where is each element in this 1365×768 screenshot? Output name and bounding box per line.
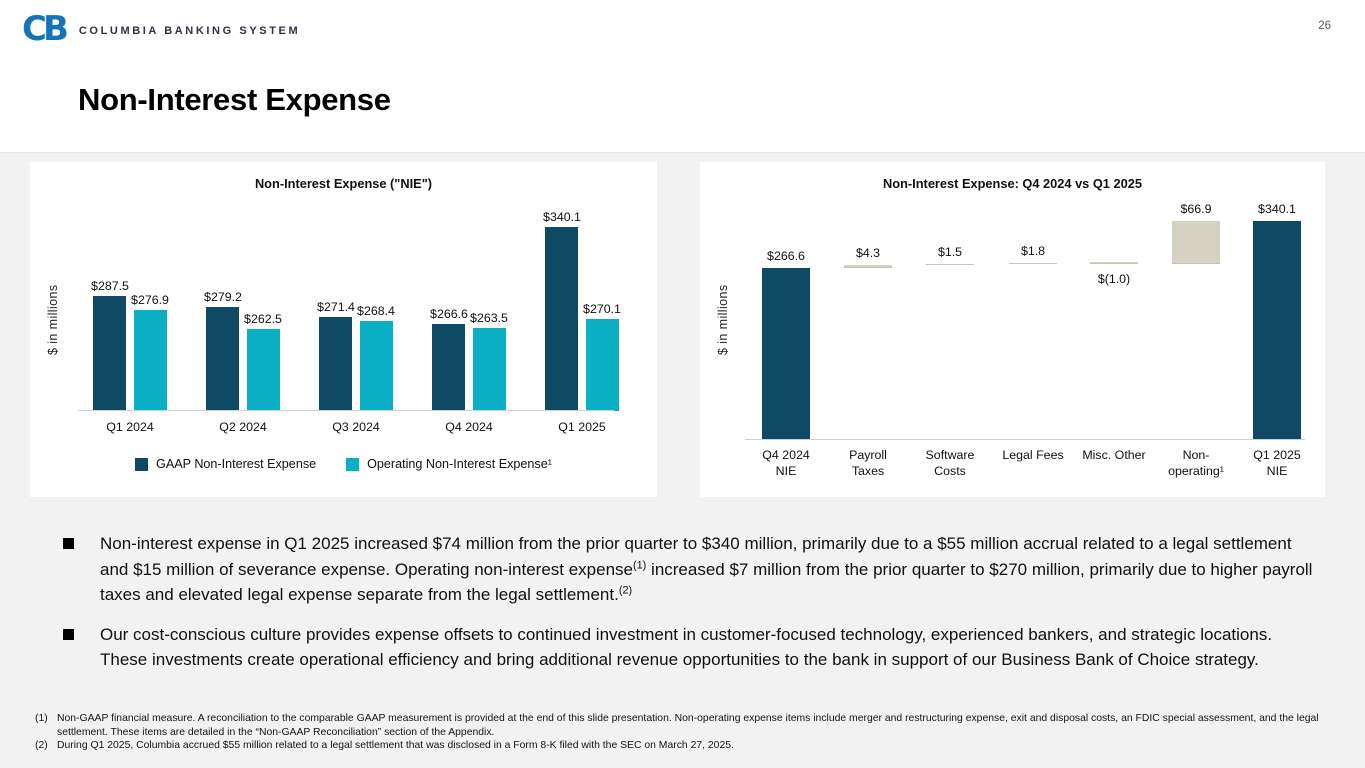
nie-trend-legend: GAAP Non-Interest Expense Operating Non-… bbox=[30, 457, 657, 471]
slide-title: Non-Interest Expense bbox=[78, 82, 391, 117]
gaap-bar bbox=[206, 307, 239, 411]
operating-bar-value-label: $268.4 bbox=[357, 304, 395, 319]
footnotes-section: (1) Non-GAAP financial measure. A reconc… bbox=[35, 712, 1331, 753]
footnote-item: (2) During Q1 2025, Columbia accrued $55… bbox=[35, 739, 1331, 753]
bullet-text: Non-interest expense in Q1 2025 increase… bbox=[100, 534, 1313, 604]
legend-label-operating: Operating Non-Interest Expense¹ bbox=[367, 457, 552, 471]
waterfall-value-label: $266.6 bbox=[767, 249, 805, 263]
gaap-bar-value-label: $266.6 bbox=[430, 306, 468, 321]
operating-bar-value-label: $262.5 bbox=[244, 312, 282, 327]
commentary-section: Non-interest expense in Q1 2025 increase… bbox=[63, 531, 1321, 687]
legend-label-gaap: GAAP Non-Interest Expense bbox=[156, 457, 317, 471]
bullet-square-icon bbox=[63, 538, 74, 549]
operating-bar bbox=[247, 329, 280, 411]
nie-trend-plot: $287.5 $276.9 $279.2 $262.5 $271.4 $268.4 $266… bbox=[30, 162, 657, 411]
nie-trend-chart-card: Non-Interest Expense ("NIE") $ in millio… bbox=[30, 162, 657, 497]
gaap-bar-value-label: $271.4 bbox=[317, 300, 355, 315]
footnote-ref: (2) bbox=[618, 584, 633, 597]
gaap-bar-value-label: $287.5 bbox=[91, 279, 129, 294]
waterfall-delta-bar bbox=[1090, 262, 1138, 264]
waterfall-x-axis-line bbox=[745, 439, 1305, 440]
operating-bar bbox=[360, 321, 393, 411]
category-label: Q1 2024 bbox=[106, 420, 154, 434]
nie-trend-chart-title: Non-Interest Expense ("NIE") bbox=[254, 176, 433, 191]
company-logo: CB COLUMBIA BANKING SYSTEM bbox=[22, 12, 300, 46]
operating-bar bbox=[134, 310, 167, 411]
gaap-bar bbox=[319, 317, 352, 411]
gaap-bar bbox=[432, 323, 465, 411]
waterfall-value-label: $340.1 bbox=[1258, 201, 1296, 216]
category-label: Q4 2024 NIE bbox=[762, 448, 810, 478]
footnote-number: (1) bbox=[35, 713, 48, 724]
gaap-bar-value-label: $340.1 bbox=[543, 210, 581, 225]
bullet-item: Non-interest expense in Q1 2025 increase… bbox=[63, 531, 1321, 608]
waterfall-delta-bar bbox=[1172, 220, 1220, 264]
waterfall-chart-title: Non-Interest Expense: Q4 2024 vs Q1 2025 bbox=[883, 176, 1142, 191]
footnote-item: (1) Non-GAAP financial measure. A reconc… bbox=[35, 712, 1331, 739]
waterfall-value-label: $1.8 bbox=[1020, 243, 1046, 258]
footnote-text: During Q1 2025, Columbia accrued $55 mil… bbox=[57, 740, 734, 752]
operating-bar bbox=[473, 327, 506, 411]
category-label: Misc. Other bbox=[1082, 448, 1146, 462]
category-label: Q1 2025 NIE bbox=[1253, 448, 1301, 478]
page-number: 26 bbox=[1318, 20, 1331, 32]
bullet-item: Our cost-conscious culture provides expe… bbox=[63, 622, 1321, 673]
company-name: COLUMBIA BANKING SYSTEM bbox=[78, 25, 301, 37]
operating-bar-value-label: $270.1 bbox=[583, 302, 621, 317]
category-label: Legal Fees bbox=[1002, 448, 1064, 462]
gaap-bar-value-label: $279.2 bbox=[204, 290, 242, 305]
cb-logo-icon: CB bbox=[22, 9, 69, 49]
category-label: Software Costs bbox=[925, 448, 975, 478]
bullet-text: Our cost-conscious culture provides expe… bbox=[100, 624, 1273, 670]
waterfall-value-label: $66.9 bbox=[1180, 201, 1212, 216]
waterfall-delta-bar bbox=[1009, 262, 1057, 265]
gaap-bar bbox=[93, 296, 126, 411]
operating-bar-value-label: $263.5 bbox=[470, 310, 508, 325]
waterfall-value-label: $4.3 bbox=[855, 246, 881, 261]
footnote-ref: (1) bbox=[633, 558, 647, 571]
legend-item-operating: Operating Non-Interest Expense¹ bbox=[346, 457, 552, 471]
category-label: Q3 2024 bbox=[332, 420, 380, 434]
category-label: Q4 2024 bbox=[445, 420, 493, 434]
category-label: Q1 2025 bbox=[558, 420, 606, 434]
header-band: CB COLUMBIA BANKING SYSTEM 26 Non-Intere… bbox=[0, 0, 1365, 153]
category-label: Q2 2024 bbox=[219, 420, 267, 434]
waterfall-value-label: $(1.0) bbox=[1097, 271, 1131, 286]
gaap-bar bbox=[545, 227, 578, 411]
nie-waterfall-chart-card: Non-Interest Expense: Q4 2024 vs Q1 2025… bbox=[700, 162, 1325, 497]
gaap-swatch-icon bbox=[135, 457, 149, 471]
waterfall-total-bar bbox=[1253, 220, 1301, 440]
waterfall-value-label: $1.5 bbox=[937, 244, 963, 259]
operating-swatch-icon bbox=[346, 457, 360, 471]
category-label: Non- operating¹ bbox=[1168, 448, 1224, 478]
footnote-text: Non-GAAP financial measure. A reconcilia… bbox=[57, 713, 1319, 738]
waterfall-plot: $266.6 $4.3 $1.5 $1.8 $(1.0) $66.9 $340.1 bbox=[700, 162, 1325, 440]
legend-item-gaap: GAAP Non-Interest Expense bbox=[135, 457, 316, 471]
operating-bar bbox=[586, 319, 619, 411]
footnote-number: (2) bbox=[35, 740, 48, 752]
nie-trend-x-axis-line bbox=[78, 410, 614, 411]
waterfall-delta-bar bbox=[844, 265, 892, 268]
bullet-square-icon bbox=[63, 628, 74, 640]
operating-bar-value-label: $276.9 bbox=[131, 293, 169, 308]
waterfall-total-bar bbox=[762, 268, 810, 440]
category-label: Payroll Taxes bbox=[849, 448, 887, 478]
waterfall-delta-bar bbox=[926, 263, 974, 266]
